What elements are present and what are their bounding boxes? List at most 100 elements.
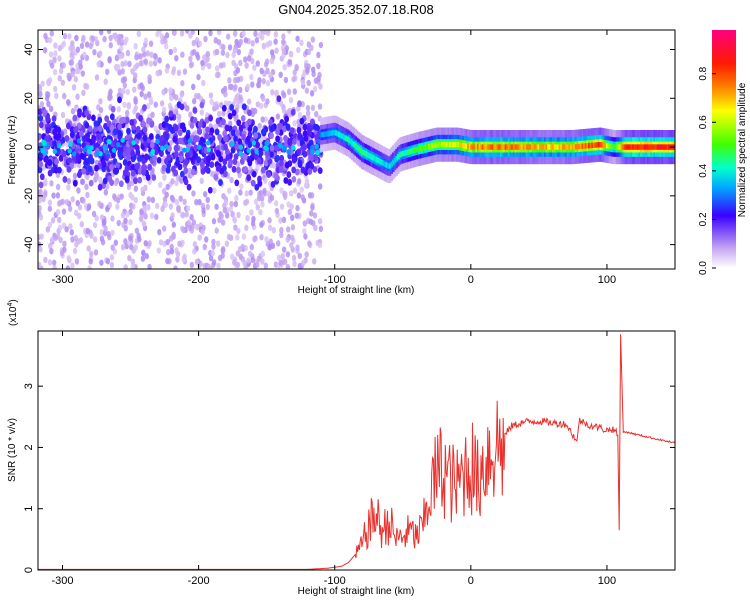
ridge-cell bbox=[390, 161, 393, 167]
ridge-cell bbox=[537, 144, 540, 150]
ridge-cell bbox=[643, 144, 647, 150]
band-cell bbox=[109, 163, 114, 171]
noise-cell bbox=[169, 248, 175, 255]
band-cell bbox=[52, 128, 58, 136]
noise-cell bbox=[120, 68, 125, 75]
band-cell bbox=[167, 123, 173, 131]
noise-cell bbox=[147, 263, 152, 269]
noise-cell bbox=[282, 193, 288, 201]
band-cell bbox=[159, 150, 164, 158]
band-cell bbox=[106, 120, 112, 128]
noise-cell bbox=[278, 100, 284, 107]
noise-cell bbox=[214, 203, 219, 210]
noise-cell bbox=[289, 190, 294, 197]
noise-cell bbox=[87, 265, 92, 269]
band-cell bbox=[231, 109, 237, 117]
noise-cell bbox=[43, 191, 48, 198]
band-cell bbox=[38, 114, 44, 122]
ridge-cell bbox=[609, 143, 612, 150]
ridge-cell bbox=[457, 142, 460, 148]
ridge-cell bbox=[452, 141, 456, 148]
noise-cell bbox=[163, 201, 168, 208]
band-cell bbox=[117, 123, 123, 131]
spectrogram-band bbox=[38, 95, 324, 194]
band-cell bbox=[215, 164, 221, 172]
ridge-cell bbox=[521, 144, 524, 150]
noise-cell bbox=[154, 213, 159, 221]
band-cell bbox=[143, 140, 148, 147]
band-cell bbox=[45, 115, 50, 123]
noise-cell bbox=[184, 211, 189, 218]
noise-cell bbox=[240, 243, 245, 251]
noise-cell bbox=[192, 241, 198, 248]
spectrogram-y-tick-label: 0 bbox=[23, 144, 35, 150]
band-cell bbox=[206, 147, 212, 153]
ridge-cell bbox=[347, 137, 351, 143]
band-cell bbox=[94, 164, 99, 172]
noise-cell bbox=[278, 71, 283, 79]
noise-cell bbox=[292, 187, 298, 194]
noise-cell bbox=[74, 34, 79, 42]
band-cell bbox=[215, 117, 221, 125]
noise-cell bbox=[279, 231, 284, 239]
noise-cell bbox=[229, 201, 234, 208]
band-cell bbox=[236, 166, 241, 174]
noise-cell bbox=[52, 68, 58, 76]
spectrogram-y-ticks: -40 -20 0 20 40 bbox=[23, 43, 675, 253]
ridge-cell bbox=[529, 144, 532, 150]
band-cell bbox=[221, 104, 227, 112]
band-cell bbox=[79, 130, 84, 138]
band-cell bbox=[38, 121, 44, 129]
ridge-cell bbox=[568, 144, 571, 150]
noise-cell bbox=[281, 47, 287, 55]
noise-cell bbox=[132, 86, 137, 93]
colorbar-gradient bbox=[712, 30, 736, 268]
noise-cell bbox=[81, 197, 86, 204]
noise-cell bbox=[216, 71, 221, 78]
noise-cell bbox=[164, 43, 169, 50]
noise-cell bbox=[188, 111, 193, 118]
noise-cell bbox=[77, 204, 83, 211]
noise-cell bbox=[281, 107, 287, 114]
band-cell bbox=[142, 134, 148, 142]
noise-cell bbox=[164, 67, 170, 74]
noise-cell bbox=[305, 67, 310, 74]
snr-y-scale-text: (x10 bbox=[8, 306, 19, 326]
band-cell bbox=[251, 170, 257, 178]
band-cell bbox=[233, 135, 238, 142]
noise-cell bbox=[295, 204, 300, 212]
band-cell bbox=[142, 104, 147, 111]
noise-cell bbox=[145, 102, 151, 110]
noise-cell bbox=[226, 233, 232, 241]
band-cell bbox=[110, 105, 116, 113]
ridge-cell bbox=[411, 147, 415, 154]
ridge-cell bbox=[636, 144, 640, 150]
band-cell bbox=[177, 137, 183, 145]
noise-cell bbox=[93, 249, 99, 256]
noise-cell bbox=[267, 40, 273, 47]
noise-cell bbox=[185, 205, 191, 212]
noise-cell bbox=[205, 203, 210, 211]
ridge-cell bbox=[372, 155, 375, 161]
noise-cell bbox=[217, 254, 223, 262]
band-cell bbox=[275, 128, 280, 135]
ridge-cell bbox=[321, 131, 325, 138]
noise-cell bbox=[317, 218, 323, 225]
band-cell bbox=[247, 141, 253, 148]
ridge-cell bbox=[326, 131, 330, 137]
noise-cell bbox=[85, 173, 90, 181]
noise-cell bbox=[168, 235, 174, 242]
noise-cell bbox=[200, 228, 205, 235]
noise-cell bbox=[56, 216, 62, 224]
ridge-cell bbox=[344, 135, 348, 141]
ridge-cell bbox=[356, 144, 359, 151]
band-cell bbox=[283, 134, 288, 142]
noise-cell bbox=[94, 74, 100, 81]
noise-cell bbox=[177, 240, 182, 247]
noise-cell bbox=[189, 214, 194, 221]
noise-cell bbox=[66, 99, 71, 106]
noise-cell bbox=[280, 252, 285, 260]
ridge-cell bbox=[423, 144, 426, 151]
band-cell bbox=[56, 126, 62, 134]
noise-cell bbox=[72, 172, 78, 180]
